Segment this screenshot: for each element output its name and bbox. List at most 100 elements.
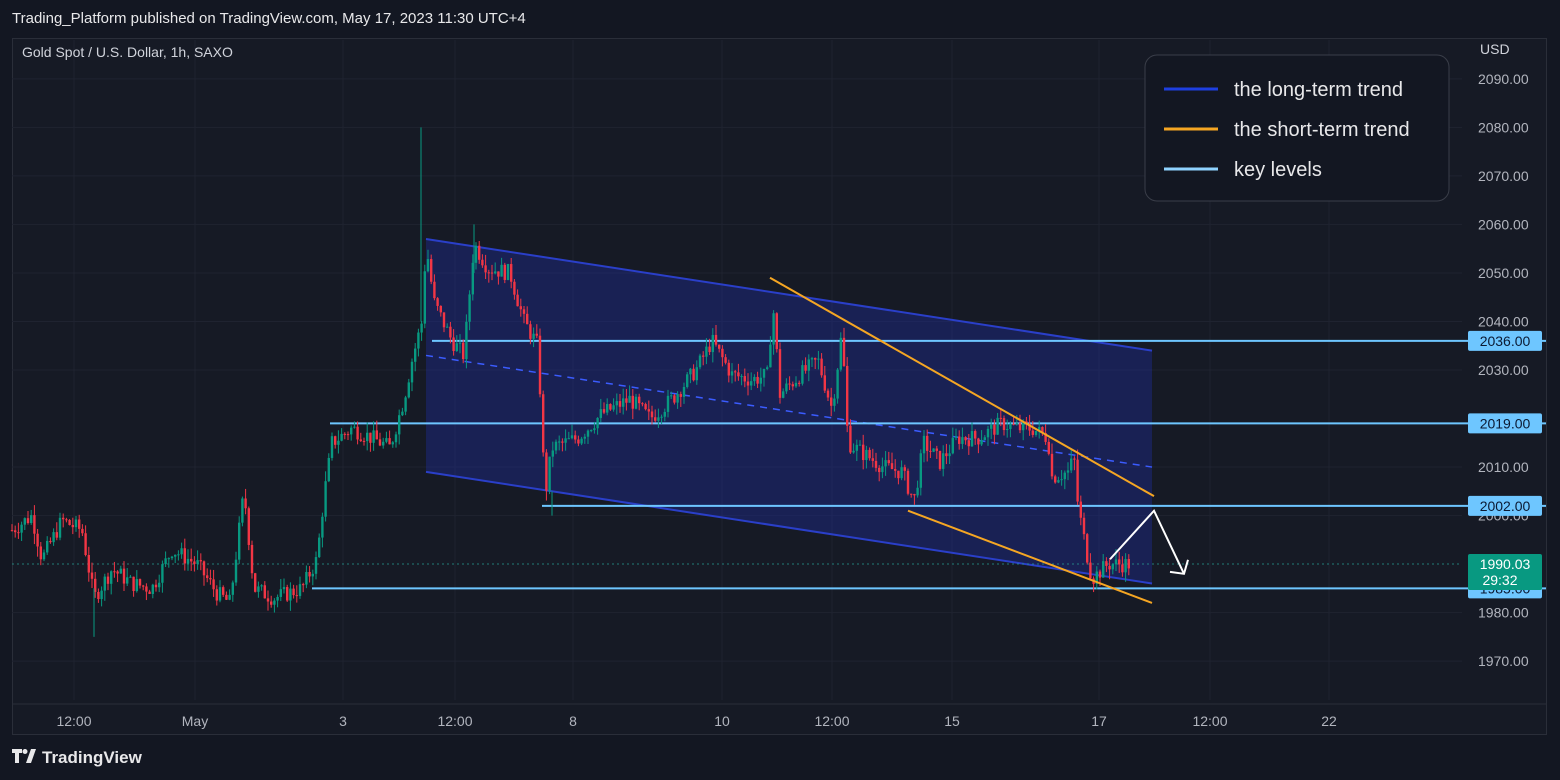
candle-body — [247, 508, 250, 545]
tradingview-logo-icon — [12, 748, 36, 768]
candle-body — [1028, 423, 1031, 431]
candle-body — [353, 426, 356, 428]
candle-body — [663, 411, 666, 417]
candle-body — [881, 466, 884, 473]
candle-body — [356, 426, 359, 440]
candle-body — [167, 558, 170, 560]
short-trend-lower — [907, 509, 1153, 604]
candle-body — [599, 409, 602, 418]
candle-body — [526, 313, 529, 325]
candle-body — [206, 575, 209, 579]
key-level-badge — [1468, 330, 1542, 351]
candle-body — [1105, 561, 1108, 566]
candle-body — [542, 394, 545, 453]
candle-body — [734, 371, 737, 373]
candle-body — [420, 323, 423, 333]
candle-body — [423, 271, 426, 324]
candle-body — [295, 595, 298, 597]
candle-body — [74, 519, 78, 528]
candle-body — [929, 450, 932, 452]
candle-body — [305, 571, 308, 585]
candle-body — [577, 439, 580, 444]
candle-body — [919, 453, 922, 488]
candle-body — [788, 383, 791, 385]
candle-body — [1102, 561, 1105, 578]
time-tick-label: 12:00 — [56, 713, 91, 729]
candle-body — [849, 425, 852, 453]
candle-body — [775, 313, 778, 350]
candle-body — [753, 376, 756, 382]
candle-body — [52, 532, 55, 543]
candle-body — [327, 457, 330, 482]
candle-body — [916, 487, 919, 496]
candle-body — [446, 326, 449, 328]
candle-body — [119, 568, 122, 574]
time-axis: 12:00 May 3 12:00 8 10 12:00 15 17 12:00 22 — [12, 703, 1546, 729]
candle-body — [39, 546, 42, 560]
candle-body — [161, 564, 164, 583]
time-tick-label: 10 — [714, 713, 730, 729]
candle-body — [718, 344, 721, 349]
candle-body — [241, 498, 244, 523]
candle-body — [794, 382, 798, 387]
candle-body — [986, 428, 990, 438]
candle-body — [250, 544, 254, 574]
candle-body — [714, 334, 718, 345]
candle-body — [270, 601, 273, 605]
candle-body — [785, 383, 788, 392]
key-level-lines — [12, 339, 1546, 590]
key-level-label: 2036.00 — [1480, 333, 1531, 349]
candle-body — [967, 440, 970, 447]
candle-body — [87, 555, 90, 573]
candle-body — [404, 397, 407, 412]
candle-body — [196, 560, 199, 565]
candle-body — [378, 439, 382, 446]
candle-body — [151, 584, 154, 594]
candle-body — [804, 365, 807, 371]
symbol-label: Gold Spot / U.S. Dollar, 1h, SAXO — [22, 44, 233, 60]
candle-body — [682, 386, 686, 397]
candle-body — [231, 582, 234, 595]
candle-body — [202, 561, 206, 576]
candle-body — [414, 348, 417, 362]
candle-body — [852, 450, 855, 453]
candle-body — [343, 433, 346, 435]
candle-body — [791, 384, 794, 387]
candle-body — [1079, 501, 1082, 518]
candle-body — [337, 440, 340, 445]
candle-body — [673, 395, 676, 403]
candle-body — [177, 554, 180, 556]
candle-body — [679, 394, 682, 397]
candle-body — [868, 449, 871, 459]
candle-body — [487, 272, 490, 274]
currency-label: USD — [1480, 41, 1510, 57]
candle-body — [622, 398, 625, 407]
candle-body — [737, 372, 740, 377]
candle-body — [762, 368, 766, 378]
candle-body — [199, 560, 202, 562]
candle-body — [743, 376, 746, 382]
candle-body — [308, 571, 311, 577]
candle-body — [458, 342, 462, 344]
candle-body — [292, 588, 295, 596]
candle-body — [238, 522, 241, 560]
candle-body — [452, 337, 455, 352]
candle-body — [1044, 433, 1047, 442]
candle-body — [513, 281, 516, 295]
candle-body — [375, 430, 378, 440]
candle-body — [382, 441, 385, 446]
projection-path — [1109, 508, 1185, 575]
candle-body — [913, 494, 916, 496]
candle-body — [593, 428, 596, 431]
candle-body — [286, 587, 289, 601]
candle-body — [769, 344, 772, 368]
candle-body — [23, 518, 26, 525]
footer-brand: TradingView — [42, 748, 142, 767]
key-level-badge — [1468, 495, 1542, 516]
candle-body — [564, 438, 567, 443]
candle-body — [318, 537, 321, 558]
candle-body — [228, 594, 231, 600]
candle-body — [634, 396, 638, 409]
candle-body — [910, 493, 913, 495]
